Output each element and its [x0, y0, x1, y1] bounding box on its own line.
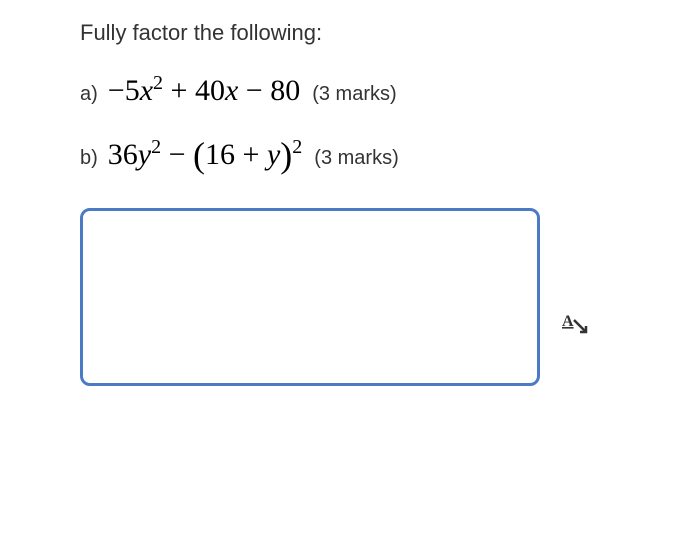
answer-input-box[interactable]: [80, 208, 540, 386]
coefficient: 36: [108, 138, 138, 171]
text-entry-icon[interactable]: A: [560, 308, 590, 338]
problem-a: a) −5x2 + 40x − 80 (3 marks): [80, 74, 650, 108]
part-label-a: a): [80, 83, 98, 106]
math-expression-a: −5x2 + 40x − 80: [108, 74, 300, 108]
left-paren: (: [193, 135, 205, 175]
problem-b: b) 36y2 − (16 + y)2 (3 marks): [80, 136, 650, 178]
variable-x: x: [225, 74, 238, 107]
exponent: 2: [151, 136, 161, 158]
constant: 80: [270, 74, 300, 107]
math-expression-b: 36y2 − (16 + y)2: [108, 136, 303, 178]
part-label-b: b): [80, 147, 98, 170]
constant: 16 +: [205, 138, 267, 171]
marks-b: (3 marks): [314, 147, 398, 170]
svg-text:A: A: [562, 313, 574, 330]
minus-sign: −: [238, 74, 270, 107]
variable-x: x: [140, 74, 153, 107]
coefficient: 40: [195, 74, 225, 107]
coefficient: 5: [125, 74, 140, 107]
answer-area: A: [80, 208, 650, 386]
marks-a: (3 marks): [312, 83, 396, 106]
plus-sign: +: [163, 74, 195, 107]
right-paren: ): [280, 135, 292, 175]
instruction-text: Fully factor the following:: [80, 20, 650, 46]
exponent: 2: [292, 136, 302, 158]
variable-y: y: [267, 138, 280, 171]
variable-y: y: [138, 138, 151, 171]
minus-sign: −: [108, 74, 125, 107]
minus-sign: −: [161, 138, 193, 171]
exponent: 2: [153, 72, 163, 94]
